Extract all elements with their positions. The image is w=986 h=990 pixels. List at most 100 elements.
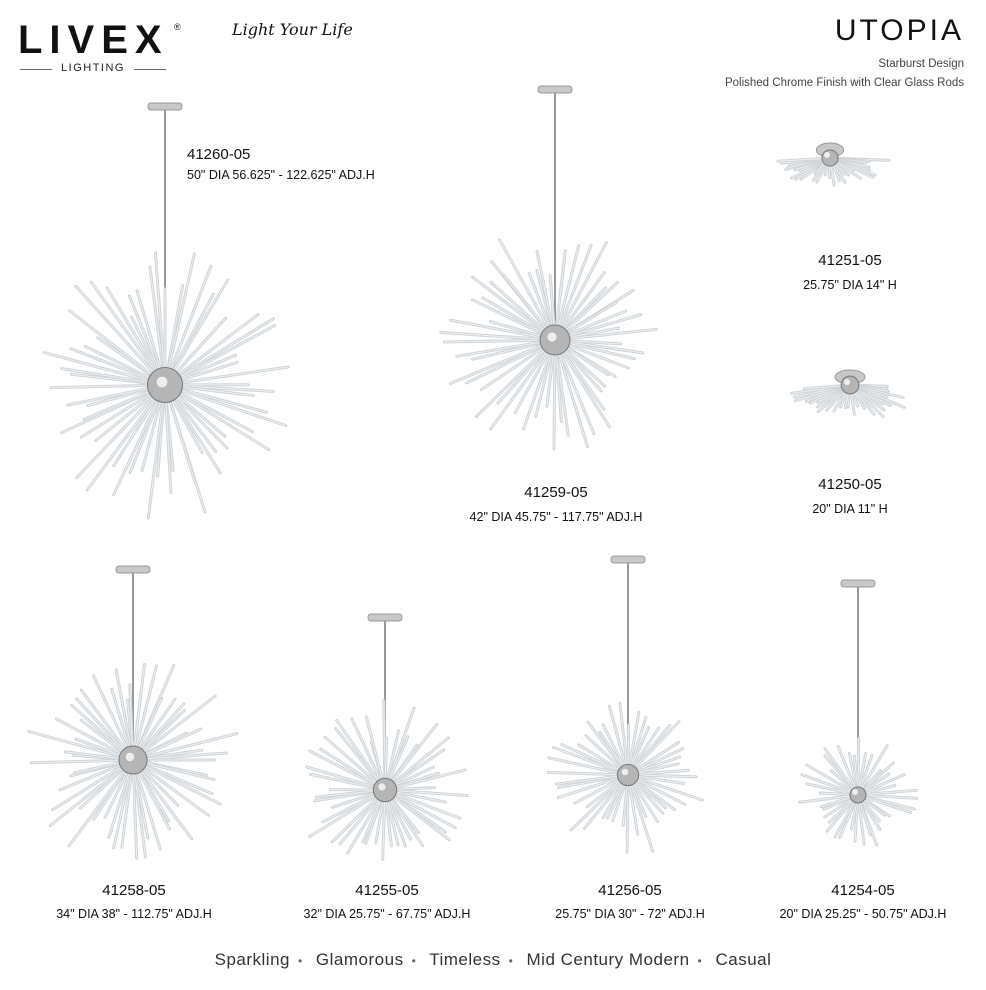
chrome-hub xyxy=(840,375,860,395)
collection-subtitle-design: Starburst Design xyxy=(878,58,964,70)
style-tags: Sparkling • Glamorous • Timeless • Mid Cent… xyxy=(0,950,986,970)
glass-rod-highlight xyxy=(164,266,212,386)
canopy xyxy=(610,555,646,564)
glass-rod-highlight xyxy=(132,759,221,805)
glass-rod-highlight xyxy=(164,366,289,386)
style-tag: Mid Century Modern xyxy=(526,950,690,969)
product-41256-05-spec: 25.75" DIA 30" - 72" ADJ.H xyxy=(555,907,705,921)
glass-rod-highlight xyxy=(68,759,134,847)
fixture-41259-05-image xyxy=(439,85,658,451)
glass-rod-highlight xyxy=(450,339,556,384)
collection-subtitle-finish: Polished Chrome Finish with Clear Glass … xyxy=(724,77,964,89)
registered-mark: ® xyxy=(174,22,181,32)
glass-rod-highlight xyxy=(164,253,195,386)
glass-rod-highlight xyxy=(106,287,166,386)
glass-rod-highlight xyxy=(331,789,386,843)
fixture-41254-05-image xyxy=(798,579,918,847)
brand-name: LIVEX xyxy=(18,18,169,62)
glass-rod-highlight xyxy=(554,339,610,427)
style-tag: Casual xyxy=(715,950,772,969)
hub-highlight xyxy=(852,789,858,795)
collection-title: UTOPIA xyxy=(834,14,964,47)
glass-rod-highlight xyxy=(69,310,166,386)
hub-highlight xyxy=(378,783,386,791)
glass-rod-highlight xyxy=(336,720,386,791)
glass-rod-highlight xyxy=(132,759,209,816)
chrome-hub xyxy=(821,149,839,167)
product-41259-05-model: 41259-05 xyxy=(524,484,588,501)
tag-separator: • xyxy=(297,954,303,968)
brand-subtitle: LIGHTING xyxy=(18,62,168,74)
canopy xyxy=(115,565,151,574)
glass-rod-highlight xyxy=(324,736,386,791)
product-41255-05-model: 41255-05 xyxy=(355,882,419,899)
glass-rod-highlight xyxy=(523,339,556,430)
glass-rod-highlight xyxy=(554,328,657,341)
glass-rod-highlight xyxy=(164,325,275,386)
fixture-41256-05-image xyxy=(547,555,704,854)
glass-rod-highlight xyxy=(857,738,860,796)
glass-rod-highlight xyxy=(553,339,556,449)
glass-rod-highlight xyxy=(384,789,468,796)
product-41256-05-model: 41256-05 xyxy=(598,882,662,899)
product-41251-05-spec: 25.75" DIA 14" H xyxy=(803,278,897,292)
canopy xyxy=(537,85,573,94)
glass-rod-highlight xyxy=(76,384,166,478)
glass-rod-highlight xyxy=(837,746,859,796)
hub-highlight xyxy=(547,332,557,342)
hub-highlight xyxy=(156,376,168,388)
glass-rod-highlight xyxy=(147,384,166,519)
glass-rod-highlight xyxy=(475,339,556,417)
product-41260-05-spec: 50" DIA 56.625" - 122.625" ADJ.H xyxy=(187,168,375,182)
glass-rod-highlight xyxy=(456,339,556,357)
product-41251-05-model: 41251-05 xyxy=(818,252,882,269)
product-41259-05-spec: 42" DIA 45.75" - 117.75" ADJ.H xyxy=(469,510,643,524)
glass-rod-highlight xyxy=(554,339,588,447)
glass-rod-highlight xyxy=(548,757,629,776)
glass-rod-highlight xyxy=(365,716,386,791)
glass-rod-highlight xyxy=(92,675,134,761)
tag-separator: • xyxy=(411,954,417,968)
glass-rod-highlight xyxy=(31,759,134,764)
glass-rod-highlight xyxy=(824,748,859,796)
glass-rod-highlight xyxy=(49,759,134,826)
glass-rod-highlight xyxy=(440,332,556,341)
glass-rod-highlight xyxy=(384,723,438,791)
glass-rod-highlight xyxy=(384,769,466,791)
chrome-hub xyxy=(616,763,640,787)
glass-rod-highlight xyxy=(608,706,629,776)
product-41258-05-model: 41258-05 xyxy=(102,882,166,899)
glass-rod-highlight xyxy=(320,748,386,791)
glass-rod-highlight xyxy=(132,733,238,761)
fixture-41258-05-image xyxy=(27,565,239,860)
product-41258-05-spec: 34" DIA 38" - 112.75" ADJ.H xyxy=(56,907,212,921)
glass-rod-highlight xyxy=(554,242,607,341)
product-41255-05-spec: 32" DIA 25.75" - 67.75" ADJ.H xyxy=(303,907,471,921)
product-41260-05-model: 41260-05 xyxy=(187,146,251,163)
glass-rod-highlight xyxy=(75,285,166,386)
glass-rod-highlight xyxy=(490,339,556,430)
glass-rod-highlight xyxy=(351,718,386,791)
glass-rod-highlight xyxy=(384,789,456,829)
fixture-41255-05-image xyxy=(305,613,469,861)
brand-tagline: Light Your Life xyxy=(232,20,353,39)
glass-rod-highlight xyxy=(799,794,859,803)
style-tag: Timeless xyxy=(429,950,501,969)
glass-rod-highlight xyxy=(384,789,460,819)
glass-rod-highlight xyxy=(90,281,166,386)
glass-rod-highlight xyxy=(499,239,556,341)
glass-rod-highlight xyxy=(806,764,859,796)
glass-rod-highlight xyxy=(554,339,595,434)
glass-rod-highlight xyxy=(627,721,680,776)
glass-rod-highlight xyxy=(132,752,227,761)
chrome-hub xyxy=(372,777,398,803)
glass-rod-highlight xyxy=(548,771,629,776)
hub-highlight xyxy=(621,768,629,776)
hub-highlight xyxy=(824,152,830,158)
brand-logo: LIVEX ® LIGHTING xyxy=(18,18,183,74)
glass-rod-highlight xyxy=(554,245,580,341)
glass-rod-highlight xyxy=(154,252,166,386)
canopy xyxy=(147,102,183,111)
style-tag: Glamorous xyxy=(315,950,404,969)
product-41254-05-model: 41254-05 xyxy=(831,882,895,899)
